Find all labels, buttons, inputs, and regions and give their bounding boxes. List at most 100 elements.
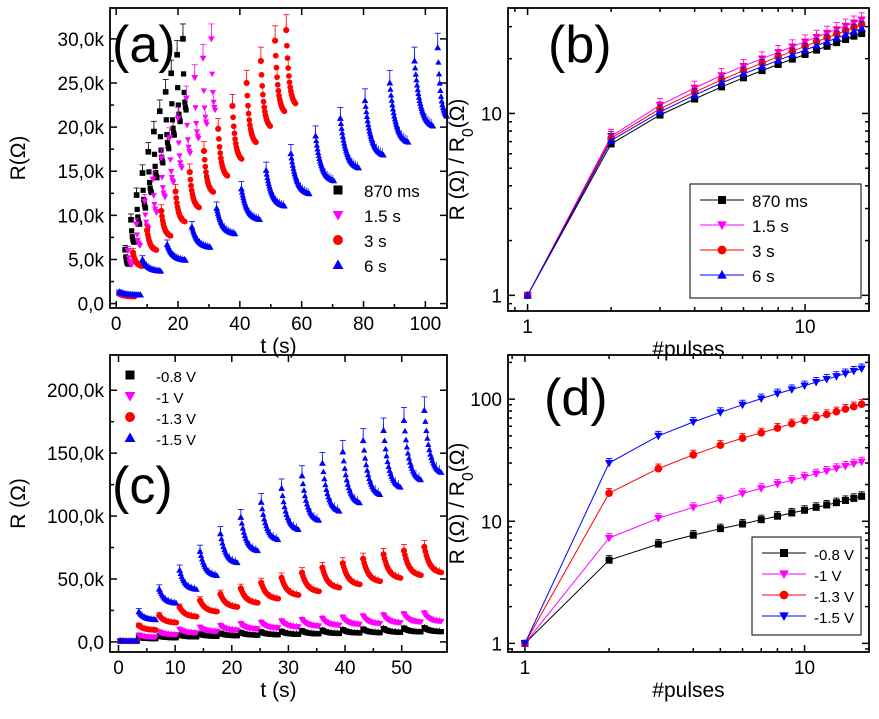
data-point [183,107,189,113]
data-point [800,416,809,425]
data-point [146,169,152,175]
series--1.5V [116,396,445,644]
panel-label: (d) [544,369,608,427]
data-point [134,237,141,244]
data-point [377,491,384,497]
data-point [281,202,288,209]
data-point [125,255,132,261]
y-tick-label: 0,0 [78,295,104,316]
data-point [654,540,662,548]
data-point [238,520,245,526]
y-tick-label: 20,0k [58,118,105,139]
data-point [607,140,615,148]
data-point [156,612,163,619]
data-point [716,525,724,533]
data-point [812,41,821,49]
data-point [238,629,244,636]
data-point [176,632,183,638]
data-point [176,604,183,611]
x-axis-label: #pulses [652,679,724,702]
y-tick-label: 1 [491,634,502,655]
data-point [301,492,309,499]
data-point [413,76,420,83]
data-point [336,622,343,629]
data-point [339,448,347,455]
series-line [524,461,862,644]
data-point [401,625,407,632]
data-point [315,517,323,523]
data-point [397,484,404,490]
data-c [116,396,445,645]
series--1V [116,609,445,645]
data-point [336,584,343,591]
data-point [655,107,665,116]
legend-label: -0.8 V [814,547,854,564]
series--0.8V [521,491,866,647]
data-point [281,108,288,115]
data-point [263,171,270,177]
data-point [134,206,140,213]
data-point [313,141,321,148]
data-point [716,409,725,417]
legend-label: -1.3 V [156,411,196,428]
data-point [283,26,290,34]
x-tick-label: 100 [410,314,442,335]
data-point [365,471,372,478]
data-point [380,427,387,434]
data-point [230,114,236,121]
data-point [336,507,343,514]
data-point [833,39,841,47]
y-tick-label: 10 [481,104,502,125]
legend-label: 1.5 s [364,207,401,226]
data-point [306,190,313,197]
data-point [180,71,187,77]
data-point [282,507,289,514]
data-point [421,625,428,631]
data-point [319,627,326,634]
data-point [161,194,169,201]
data-point [788,509,796,517]
data-point [520,640,530,648]
data-point [296,631,302,637]
data-point [133,192,140,198]
data-point [322,481,329,488]
data-point [135,608,143,615]
data-point [202,114,209,121]
data-point [400,416,408,423]
data-point [193,630,200,636]
data-point [340,457,347,464]
data-point [232,136,238,142]
data-point [437,87,444,93]
data-point [181,89,187,95]
data-point [145,149,152,155]
data-point [415,90,422,97]
data-point [128,262,135,269]
data-point [822,410,831,419]
x-tick-label: 1 [520,658,531,679]
data-point [274,81,281,88]
data-point [386,467,393,473]
data-point [359,437,367,444]
data-point [287,150,295,157]
data-point [123,254,129,260]
data-point [168,168,175,175]
data-point [812,503,820,511]
data-point [362,103,369,109]
x-tick-label: 20 [167,314,188,335]
legend-marker [780,549,788,557]
data-point [261,515,268,522]
y-tick-label: 10 [481,512,502,533]
y-axis-label: R(Ω) [7,136,30,181]
data-point [196,204,202,211]
data-point [438,97,445,104]
data-point [169,101,175,107]
data-point [605,489,613,497]
data-point [154,175,160,181]
data-point [418,629,424,635]
data-point [397,620,404,626]
data-point [320,468,327,475]
data-point [606,136,616,144]
data-point [787,477,796,485]
data-point [176,566,184,573]
data-point [299,480,307,487]
